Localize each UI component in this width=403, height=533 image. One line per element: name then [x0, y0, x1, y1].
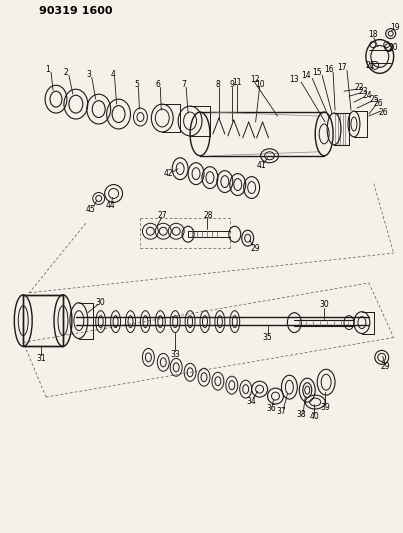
Text: 1: 1: [46, 65, 50, 74]
Text: 20: 20: [389, 43, 399, 52]
Text: 16: 16: [324, 65, 334, 74]
Text: 5: 5: [134, 80, 139, 89]
Text: 7: 7: [182, 80, 187, 89]
Bar: [23, 295, 63, 346]
Text: 28: 28: [203, 211, 213, 220]
Text: 45: 45: [86, 205, 96, 214]
Text: 10: 10: [255, 80, 264, 89]
Text: 34: 34: [247, 397, 257, 406]
Text: 42: 42: [164, 169, 173, 178]
Text: 19: 19: [390, 23, 399, 32]
Text: 9: 9: [229, 80, 234, 89]
Text: 27: 27: [158, 211, 167, 220]
Text: 21: 21: [365, 61, 374, 70]
Text: 37: 37: [276, 408, 286, 416]
Text: 23: 23: [358, 87, 368, 96]
Text: 90319 1600: 90319 1600: [39, 6, 112, 16]
Text: 35: 35: [263, 333, 272, 342]
Text: 39: 39: [320, 402, 330, 411]
Text: 4: 4: [110, 70, 115, 79]
Text: 36: 36: [267, 403, 276, 413]
Text: 25: 25: [370, 95, 380, 103]
Text: 11: 11: [232, 78, 241, 87]
Text: 26: 26: [374, 99, 384, 108]
Text: 29: 29: [381, 362, 391, 371]
Text: 31: 31: [36, 354, 46, 363]
Text: 22: 22: [354, 83, 364, 92]
Text: 30: 30: [319, 300, 329, 309]
Text: 26: 26: [379, 108, 388, 117]
Text: 15: 15: [312, 68, 322, 77]
Text: 14: 14: [301, 71, 311, 80]
Text: 12: 12: [250, 75, 260, 84]
Text: 40: 40: [310, 413, 319, 422]
Text: 8: 8: [216, 80, 220, 89]
Text: 24: 24: [362, 91, 372, 100]
Text: 13: 13: [289, 75, 299, 84]
Text: 6: 6: [156, 80, 161, 89]
Text: 29: 29: [251, 244, 260, 253]
Text: 2: 2: [64, 68, 69, 77]
Text: 3: 3: [86, 70, 91, 79]
Text: 30: 30: [96, 298, 106, 307]
Text: 44: 44: [106, 201, 116, 210]
Text: 41: 41: [257, 161, 266, 170]
Text: 38: 38: [297, 410, 306, 419]
Text: 17: 17: [337, 63, 347, 72]
Text: 33: 33: [170, 350, 180, 359]
Text: 18: 18: [368, 30, 378, 39]
